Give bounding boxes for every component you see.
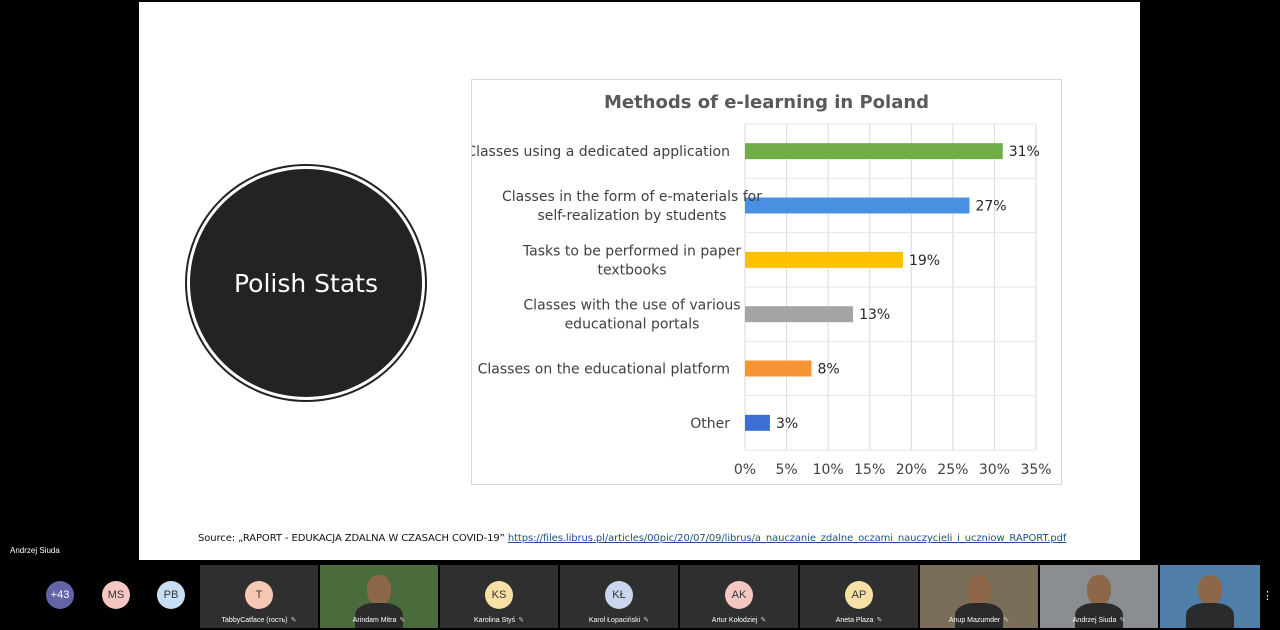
mic-off-icon: ✎ — [643, 617, 650, 624]
x-tick-label: 30% — [979, 462, 1010, 478]
participant-name: Artur Kołodziej ✎ — [711, 617, 767, 624]
participant-name: Andrzej Siuda ✎ — [1072, 617, 1126, 624]
source-link[interactable]: https://files.librus.pl/articles/00pic/2… — [507, 533, 1067, 544]
participant-strip: +43 MS PB T TabbyCatface (гость) ✎ Arindam … — [0, 565, 1280, 630]
more-options-icon[interactable]: ⋮ — [1262, 590, 1273, 602]
x-tick-label: 25% — [937, 462, 968, 478]
participant-head — [967, 575, 991, 605]
participant-head — [367, 575, 391, 605]
category-label: Classes on the educational platform — [478, 362, 730, 378]
mic-off-icon: ✎ — [290, 617, 297, 624]
bar — [745, 251, 903, 268]
participant-body — [955, 603, 1003, 628]
participant-video[interactable]: Anup Mazumder ✎ — [920, 565, 1038, 628]
chart: Methods of e-learning in Poland 0% 5% 10% 1… — [471, 79, 1062, 485]
participant-body — [1075, 603, 1123, 628]
participant-head — [1198, 575, 1222, 605]
category-label: self-realization by students — [537, 208, 726, 224]
circle-title: Polish Stats — [233, 268, 378, 298]
mic-off-icon: ✎ — [876, 617, 883, 624]
participant-avatar: T — [245, 581, 273, 609]
category-label: Classes in the form of e-materials for — [502, 189, 762, 205]
participant-name: Karol Łopaciński ✎ — [588, 617, 650, 624]
participant-avatar[interactable]: PB — [157, 581, 185, 609]
participant-name: TabbyCatface (гость) ✎ — [221, 617, 297, 624]
category-label: Tasks to be performed in paper — [522, 243, 741, 259]
x-tick-label: 15% — [854, 462, 885, 478]
mic-off-icon: ✎ — [399, 617, 406, 624]
participant-body — [1186, 603, 1234, 628]
participant-tile[interactable]: AP Aneta Plaza ✎ — [800, 565, 918, 628]
title-circle: Polish Stats — [187, 166, 425, 400]
x-tick-label: 0% — [734, 462, 756, 478]
participant-name: Anup Mazumder ✎ — [948, 617, 1010, 624]
source-citation: Source: „RAPORT - EDUKACJA ZDALNA W CZAS… — [198, 533, 1066, 544]
participant-video[interactable]: Arindam Mitra ✎ — [320, 565, 438, 628]
participant-name: Karolina Styś ✎ — [473, 617, 525, 624]
data-label: 27% — [975, 199, 1006, 215]
category-label: Classes using a dedicated application — [472, 144, 730, 160]
shared-slide: Polish Stats Methods of e-learning in Po… — [139, 2, 1140, 560]
bar — [745, 306, 854, 323]
participant-tile[interactable]: T TabbyCatface (гость) ✎ — [200, 565, 318, 628]
category-label: Other — [690, 416, 730, 432]
bar — [745, 197, 970, 214]
participant-tile[interactable]: AK Artur Kołodziej ✎ — [680, 565, 798, 628]
bar — [745, 143, 1003, 160]
mic-off-icon: ✎ — [1119, 617, 1126, 624]
participant-tile[interactable]: KŁ Karol Łopaciński ✎ — [560, 565, 678, 628]
participant-head — [1087, 575, 1111, 605]
x-tick-label: 20% — [896, 462, 927, 478]
participant-video[interactable] — [1160, 565, 1260, 628]
participant-avatar: AP — [845, 581, 873, 609]
source-text: Source: „RAPORT - EDUKACJA ZDALNA W CZAS… — [198, 533, 508, 544]
bar — [745, 360, 812, 377]
x-tick-label: 5% — [775, 462, 797, 478]
participant-name: Arindam Mitra ✎ — [352, 617, 406, 624]
participant-name: Aneta Plaza ✎ — [835, 617, 883, 624]
chart-plot: 0% 5% 10% 15% 20% 25% 30% 35% 31% Classes using a… — [472, 123, 1052, 478]
data-label: 3% — [776, 416, 798, 432]
participant-avatar[interactable]: +43 — [46, 581, 74, 609]
participant-tile[interactable]: KS Karolina Styś ✎ — [440, 565, 558, 628]
participant-body — [355, 603, 403, 628]
participant-avatar: AK — [725, 581, 753, 609]
mic-off-icon: ✎ — [1003, 617, 1010, 624]
participant-avatar: KŁ — [605, 581, 633, 609]
mic-off-icon: ✎ — [518, 617, 525, 624]
participant-avatar: KS — [485, 581, 513, 609]
category-label: Classes with the use of various — [523, 298, 740, 314]
category-label: textbooks — [597, 262, 666, 278]
presenter-label: Andrzej Siuda — [10, 546, 60, 555]
x-tick-label: 10% — [813, 462, 844, 478]
chart-title: Methods of e-learning in Poland — [603, 92, 930, 113]
participant-video[interactable]: Andrzej Siuda ✎ — [1040, 565, 1158, 628]
x-tick-label: 35% — [1020, 462, 1051, 478]
mic-off-icon: ✎ — [760, 617, 767, 624]
participant-avatar[interactable]: MS — [102, 581, 130, 609]
bar — [745, 414, 770, 431]
data-label: 31% — [1009, 144, 1040, 160]
data-label: 19% — [909, 253, 940, 269]
category-label: educational portals — [565, 317, 700, 333]
data-label: 13% — [859, 307, 890, 323]
data-label: 8% — [818, 362, 840, 378]
